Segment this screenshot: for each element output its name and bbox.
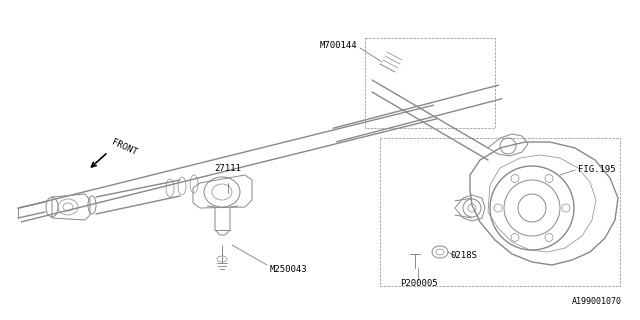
Text: FIG.195: FIG.195: [578, 165, 616, 174]
Text: 27111: 27111: [214, 164, 241, 173]
Text: 0218S: 0218S: [450, 252, 477, 260]
Text: A199001070: A199001070: [572, 297, 622, 306]
Text: P200005: P200005: [400, 279, 438, 289]
Bar: [365, 38, 495, 128]
Text: M700144: M700144: [319, 42, 357, 51]
Bar: [380, 138, 620, 286]
Text: FRONT: FRONT: [110, 137, 138, 157]
Text: M250043: M250043: [270, 266, 308, 275]
